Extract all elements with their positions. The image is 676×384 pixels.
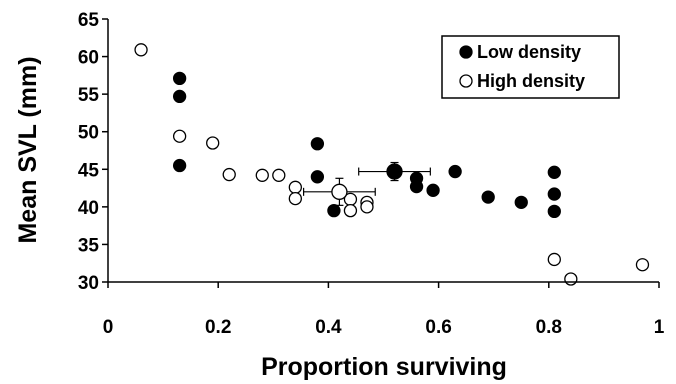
y-tick-label: 50 — [78, 123, 99, 144]
data-point-low-density — [426, 183, 440, 197]
data-point-high-density — [206, 136, 220, 150]
data-point-high-density — [635, 258, 650, 272]
legend-box — [441, 35, 620, 99]
x-tick-label: 0 — [103, 317, 114, 338]
data-point-high-density — [288, 191, 302, 206]
data-point-high-density — [222, 167, 236, 182]
x-tick-label: 0.6 — [425, 317, 451, 338]
legend: Low density High density — [441, 35, 620, 99]
y-tick-label: 30 — [78, 273, 99, 294]
y-axis-title: Mean SVL (mm) — [14, 56, 42, 243]
legend-label-high-density: High density — [477, 71, 585, 91]
legend-marker-low-density — [459, 45, 473, 59]
y-axis: 30 35 40 45 50 55 60 65 — [78, 10, 109, 294]
x-tick-label: 1 — [654, 317, 665, 338]
mean-point-high-density — [331, 183, 348, 200]
mean-point-low-density — [386, 163, 403, 180]
x-axis-title: Proportion surviving — [261, 353, 507, 381]
data-point-low-density — [481, 190, 495, 204]
data-point-high-density — [360, 200, 374, 214]
x-tick-label: 0.2 — [205, 317, 231, 338]
data-point-low-density — [409, 179, 424, 194]
data-point-low-density — [327, 203, 341, 218]
y-tick-label: 60 — [78, 48, 99, 69]
data-point-high-density — [288, 180, 302, 194]
data-point-low-density — [547, 165, 561, 179]
data-point-high-density — [172, 129, 187, 143]
data-point-low-density — [514, 195, 528, 209]
data-point-low-density — [547, 204, 561, 219]
y-tick-label: 65 — [78, 10, 100, 31]
y-tick-label: 35 — [78, 235, 100, 256]
data-point-low-density — [172, 89, 187, 104]
data-point-high-density — [547, 252, 561, 267]
x-tick-label: 0.4 — [315, 317, 342, 338]
y-tick-label: 55 — [78, 85, 100, 106]
data-point-high-density — [255, 168, 269, 182]
x-axis: 0 0.2 0.4 0.6 0.8 1 — [103, 281, 665, 338]
data-point-low-density — [310, 170, 325, 184]
data-point-high-density — [134, 43, 148, 57]
legend-label-low-density: Low density — [477, 42, 581, 62]
data-point-low-density — [172, 158, 187, 173]
data-point-low-density — [448, 164, 462, 179]
data-point-high-density — [343, 203, 358, 218]
legend-marker-high-density — [459, 74, 473, 88]
data-point-high-density — [272, 168, 286, 182]
data-point-low-density — [547, 187, 561, 201]
x-tick-label: 0.8 — [536, 317, 562, 338]
data-point-low-density — [310, 137, 325, 151]
y-tick-label: 40 — [78, 198, 99, 219]
y-tick-label: 45 — [78, 160, 100, 181]
data-point-high-density — [564, 272, 578, 286]
data-point-low-density — [172, 71, 187, 86]
series-low-density — [172, 71, 561, 219]
